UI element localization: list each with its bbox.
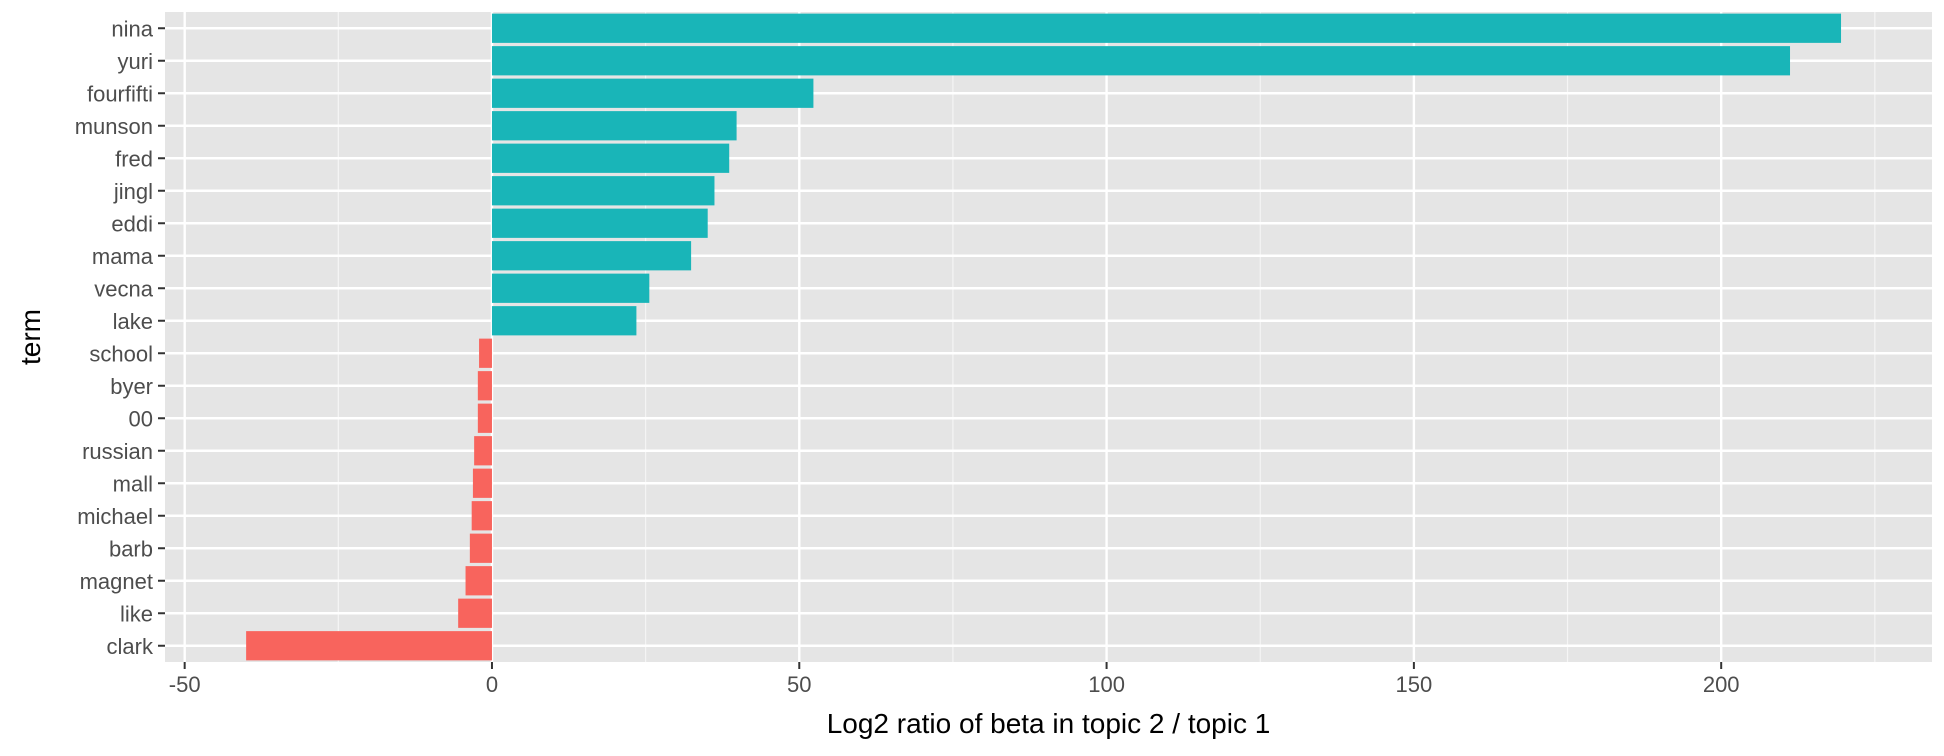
y-tick-label: vecna (94, 276, 153, 301)
bar-vecna (491, 273, 650, 303)
y-tick-label: mall (113, 471, 153, 496)
y-tick-label: clark (107, 634, 154, 659)
bar-russian (474, 436, 492, 466)
bar-magnet (465, 566, 492, 596)
bar-barb (469, 533, 492, 563)
bar-byer (477, 371, 492, 401)
x-tick-label: 100 (1088, 672, 1125, 697)
bar-fred (491, 143, 730, 173)
bar-like (458, 598, 492, 628)
x-axis: -50 0 50 100 150 200 (169, 662, 1740, 697)
x-tick-label: -50 (169, 672, 201, 697)
bar-lake (491, 306, 637, 336)
y-tick-label: like (120, 601, 153, 626)
bar-mama (491, 241, 692, 271)
y-tick-label: munson (75, 114, 153, 139)
x-tick-label: 0 (486, 672, 498, 697)
y-tick-label: michael (77, 504, 153, 529)
y-tick-label: fred (115, 146, 153, 171)
y-axis-title: term (15, 309, 46, 365)
bar-00 (477, 403, 492, 433)
y-tick-label: magnet (80, 569, 153, 594)
y-tick-label: russian (82, 439, 153, 464)
y-tick-label: 00 (129, 406, 153, 431)
plot-panel (165, 12, 1932, 662)
y-tick-label: nina (111, 16, 153, 41)
y-tick-label: jingl (113, 179, 153, 204)
y-tick-label: barb (109, 536, 153, 561)
bar-michael (471, 501, 492, 531)
bar-yuri (491, 46, 1791, 76)
y-tick-label: mama (92, 244, 154, 269)
y-tick-label: yuri (118, 49, 153, 74)
bar-school (479, 338, 492, 368)
x-tick-label: 50 (787, 672, 811, 697)
y-tick-label: eddi (111, 211, 153, 236)
bar-nina (491, 13, 1842, 43)
bar-eddi (491, 208, 708, 238)
y-tick-label: fourfifti (87, 81, 153, 106)
y-tick-label: school (89, 341, 153, 366)
bar-clark (246, 631, 492, 661)
y-axis: nina yuri fourfifti munson fred jingl eddi mama… (75, 16, 165, 659)
bar-munson (491, 111, 737, 141)
x-tick-label: 200 (1703, 672, 1740, 697)
bar-mall (472, 468, 492, 498)
y-tick-label: byer (110, 374, 153, 399)
x-axis-title: Log2 ratio of beta in topic 2 / topic 1 (827, 708, 1271, 739)
x-tick-label: 150 (1396, 672, 1433, 697)
bars (246, 13, 1842, 661)
bar-fourfifti (491, 78, 814, 108)
bar-jingl (491, 176, 715, 206)
y-tick-label: lake (113, 309, 153, 334)
